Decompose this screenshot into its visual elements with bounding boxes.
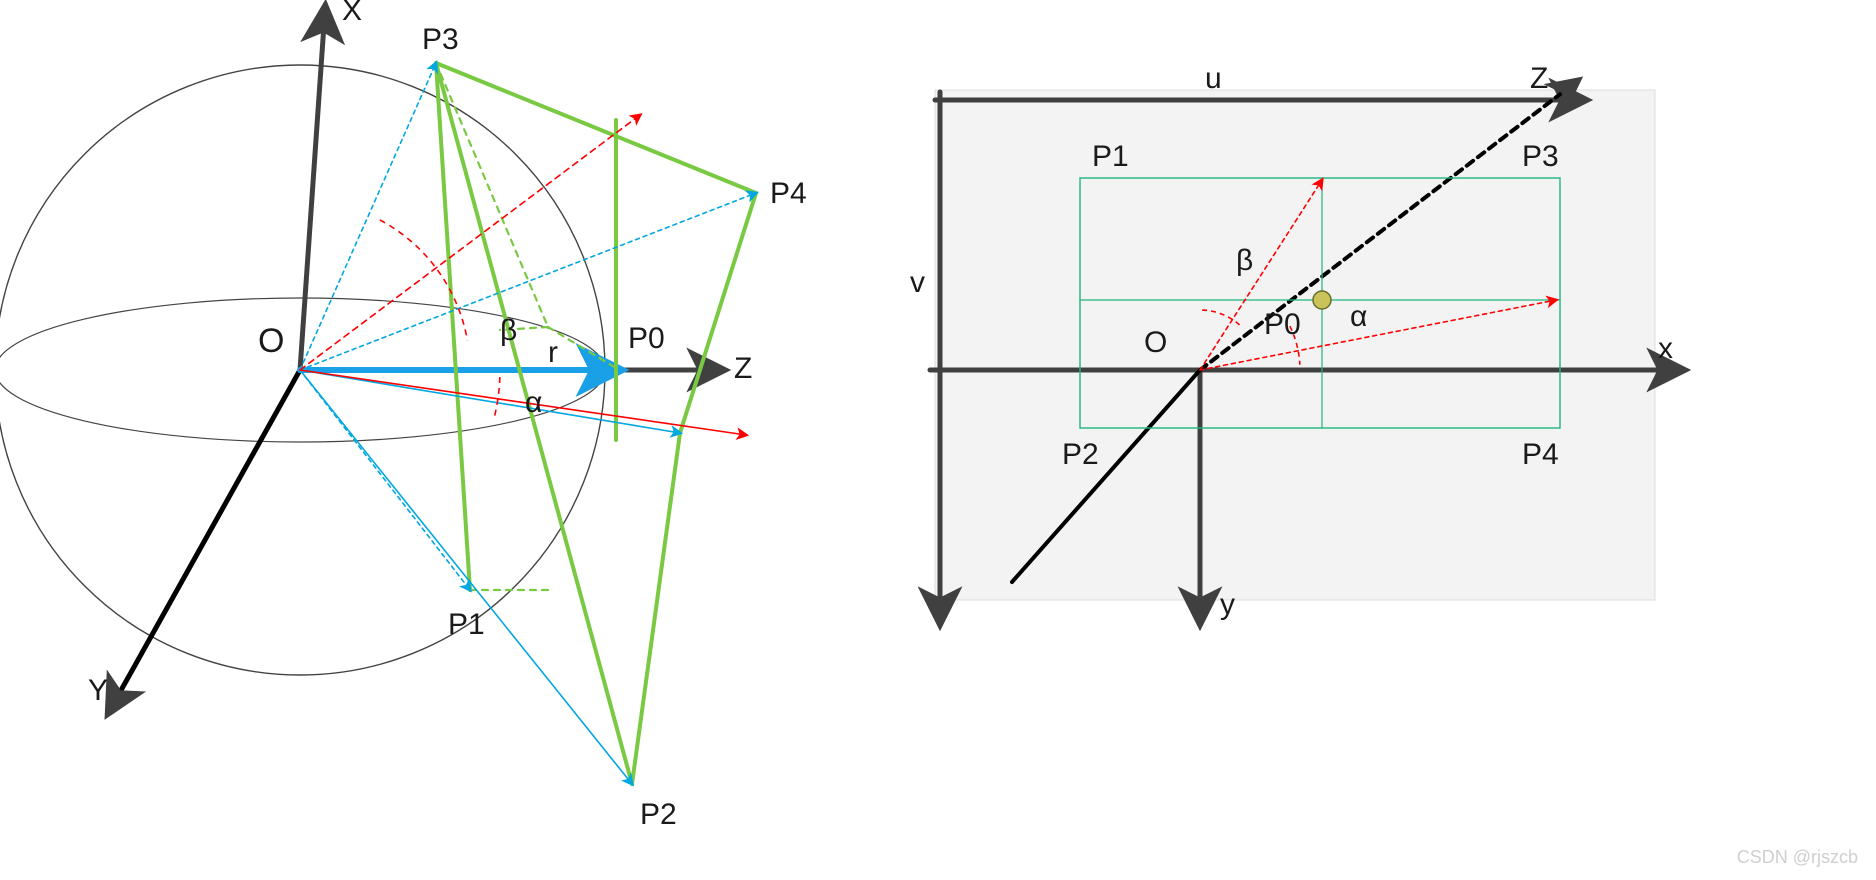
label-P1: P1 [448, 608, 485, 641]
ray-red [300, 115, 640, 370]
label-Z: Z [1530, 62, 1548, 95]
label-u: u [1205, 62, 1222, 95]
label-P4: P4 [770, 177, 807, 210]
green-dash [548, 327, 616, 368]
label-v: v [910, 266, 925, 299]
label-P0: P0 [628, 322, 665, 355]
label-P2: P2 [1062, 438, 1099, 471]
label-O: O [258, 322, 284, 360]
ray-cyan [300, 370, 632, 784]
point-P0 [1313, 291, 1331, 309]
diagram-canvas: OXYZβαrP0P1P2P3P4 uvxyZOP0P1P2P3P4βα [0, 0, 1876, 880]
label-Y: Y [88, 674, 108, 707]
label-P3: P3 [1522, 140, 1559, 173]
label-P0: P0 [1264, 308, 1301, 341]
axis-X [300, 10, 325, 370]
label-P2: P2 [640, 798, 677, 831]
frustum-edge [436, 63, 632, 784]
frustum-edge [436, 63, 470, 590]
frustum-edge [632, 433, 680, 784]
label-P1: P1 [1092, 140, 1129, 173]
label-beta: β [1236, 244, 1253, 277]
label-beta: β [500, 314, 517, 347]
left-3d-diagram: O X Y Zβ αr P0 P1 P2 P3 P4 [0, 0, 807, 831]
ray-cyan [300, 193, 756, 370]
frustum-edge [680, 193, 756, 433]
label-Z: Z [734, 352, 752, 385]
label-O: O [1144, 326, 1167, 359]
label-P3: P3 [422, 23, 459, 56]
label-P4: P4 [1522, 438, 1559, 471]
label-r: r [548, 336, 558, 369]
label-y: y [1220, 588, 1235, 621]
label-alpha: α [1350, 300, 1367, 333]
label-alpha: α [525, 386, 542, 419]
label-X: X [342, 0, 362, 27]
csdn-watermark: CSDN @rjszcb [1737, 847, 1858, 868]
ray-cyan [300, 370, 680, 433]
axis-Y [110, 370, 300, 710]
label-x: x [1658, 332, 1673, 365]
right-2d-diagram: u v x y Z O P0 P1 P2 P3 P4 β α [910, 62, 1680, 621]
